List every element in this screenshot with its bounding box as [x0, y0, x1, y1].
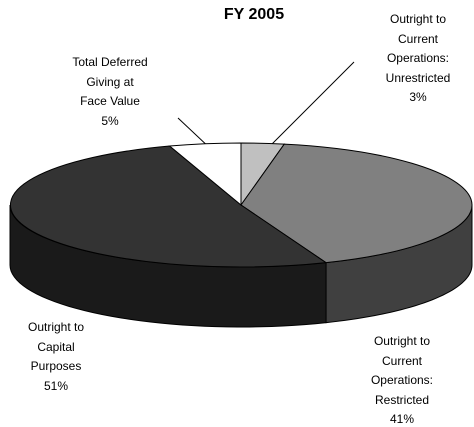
- slice: [9, 145, 328, 268]
- slice-label: Outright to Current Operations: Unrestri…: [386, 10, 451, 108]
- slice-percent: 3%: [409, 90, 427, 104]
- chart-title: FY 2005: [223, 6, 285, 23]
- slice: [240, 143, 473, 264]
- slice-label: Outright to Capital Purposes 51%: [28, 318, 84, 396]
- slice-name: Total Deferred Giving at Face Value: [72, 55, 148, 108]
- slice-percent: 5%: [101, 113, 119, 128]
- slice-name: Outright to Current Operations: Restrict…: [370, 334, 434, 407]
- slice: [168, 142, 242, 207]
- leader-line: [267, 61, 355, 149]
- slice-label: Outright to Current Operations: Restrict…: [371, 332, 433, 427]
- slice-name: Outright to Capital Purposes: [27, 320, 85, 373]
- slice-percent: 41%: [389, 412, 415, 426]
- slice-percent: 51%: [43, 378, 69, 393]
- slice-name: Outright to Current Operations: Unrestri…: [385, 12, 451, 85]
- slice-label: Total Deferred Giving at Face Value 5%: [72, 53, 147, 131]
